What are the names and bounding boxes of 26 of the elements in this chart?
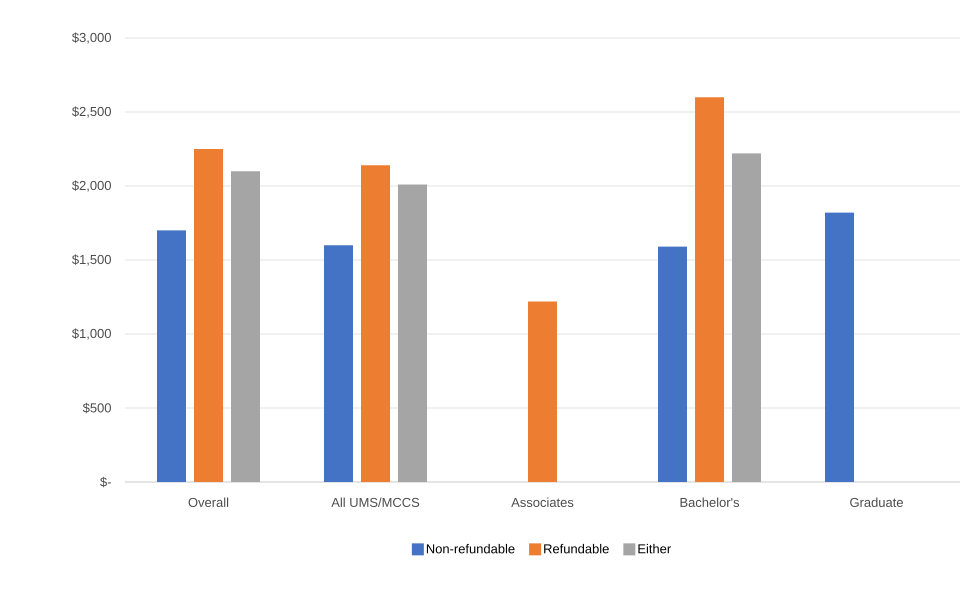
y-tick-label: $2,000 <box>72 180 111 192</box>
bar <box>658 246 688 482</box>
x-tick-label: Graduate <box>850 498 903 508</box>
bar <box>194 148 223 482</box>
bar <box>398 184 428 482</box>
y-tick-label: $2,500 <box>72 106 111 118</box>
y-tick-label: $3,000 <box>72 32 111 44</box>
x-tick-label: All UMS/MCCS <box>331 498 420 508</box>
bar <box>361 165 390 482</box>
x-tick-label: Bachelor's <box>680 498 740 508</box>
bar <box>695 97 724 482</box>
bar <box>157 230 186 482</box>
y-tick-label: $1,000 <box>72 328 111 340</box>
legend-label: Either <box>638 544 671 554</box>
y-tick-label: $- <box>100 476 111 488</box>
bar <box>324 245 353 482</box>
bar <box>825 212 854 482</box>
x-tick-label: Overall <box>188 498 228 508</box>
y-tick-label: $500 <box>82 402 111 414</box>
y-tick-label: $1,500 <box>72 254 111 266</box>
bar <box>528 301 558 482</box>
legend-label: Non-refundable <box>426 544 515 554</box>
bar <box>732 153 762 482</box>
x-tick-label: Associates <box>511 498 574 508</box>
bar <box>231 171 260 482</box>
legend-label: Refundable <box>544 544 609 554</box>
